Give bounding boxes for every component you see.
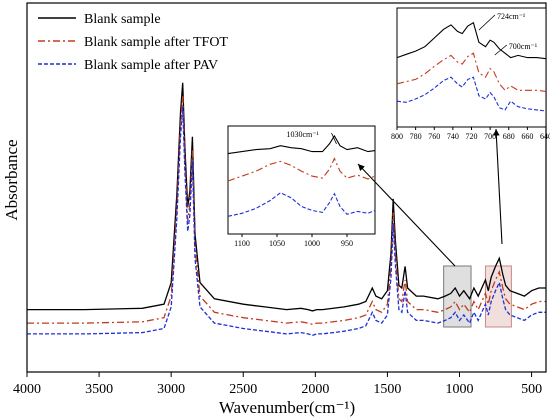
x-tick-label: 3000 [157, 382, 185, 397]
peak-annotation: 724cm⁻¹ [497, 12, 526, 21]
zoom-arrow [493, 128, 503, 245]
peak-annotation: 700cm⁻¹ [509, 42, 538, 51]
inset-x-tick-label: 1050 [269, 239, 285, 248]
legend-label: Blank sample [84, 12, 161, 27]
legend: Blank sample Blank sample after TFOT Blank… [38, 12, 228, 73]
annotation-pointer [478, 14, 496, 31]
x-tick-label: 2500 [229, 382, 257, 397]
inset-x-tick-label: 640 [540, 132, 550, 141]
x-tick-label: 2000 [301, 382, 329, 397]
inset-series-line [227, 134, 376, 155]
inset-x-tick-label: 720 [466, 132, 478, 141]
inset-x-tick-label: 950 [341, 239, 353, 248]
inset-series-line [227, 192, 376, 217]
x-tick-label: 4000 [13, 382, 41, 397]
inset-x-tick-label: 780 [410, 132, 422, 141]
series-line-3 [27, 107, 546, 336]
inset-frame [227, 125, 376, 235]
x-tick-label: 1000 [446, 382, 474, 397]
x-tick-label: 1500 [373, 382, 401, 397]
inset-frame [396, 7, 547, 128]
legend-label: Blank sample after TFOT [84, 35, 228, 50]
legend-label: Blank sample after PAV [84, 58, 218, 73]
inset-x-tick-label: 1100 [234, 239, 250, 248]
inset-x-tick-label: 740 [447, 132, 459, 141]
inset-plot-2: 800 780 760 740 720 700 680 660 640 724cm⁻¹ 700cm⁻… [391, 7, 550, 141]
inset-series-line [396, 52, 547, 92]
x-tick-label: 500 [521, 382, 542, 397]
inset-series-line [227, 157, 376, 182]
x-axis-label: Wavenumber(cm⁻¹) [219, 398, 355, 417]
inset-series-line [396, 21, 547, 60]
inset-x-tick-label: 1000 [304, 239, 320, 248]
annotation-pointer [494, 44, 508, 56]
inset-x-tick-label: 660 [521, 132, 533, 141]
inset-plot-1: 1100 1050 1000 950 1030cm⁻¹ [227, 125, 376, 248]
peak-annotation: 1030cm⁻¹ [287, 130, 320, 139]
inset-x-tick-label: 700 [484, 132, 496, 141]
inset-series-line [396, 76, 547, 112]
inset-x-tick-label: 760 [428, 132, 440, 141]
plot-frame [26, 2, 547, 373]
annotation-pointer [331, 132, 337, 145]
x-tick-label: 3500 [85, 382, 113, 397]
y-axis-label: Absorbance [2, 139, 21, 220]
zoom-region [443, 265, 472, 328]
inset-x-tick-label: 680 [503, 132, 515, 141]
inset-x-tick-label: 800 [391, 132, 403, 141]
zoom-arrow [357, 163, 456, 267]
